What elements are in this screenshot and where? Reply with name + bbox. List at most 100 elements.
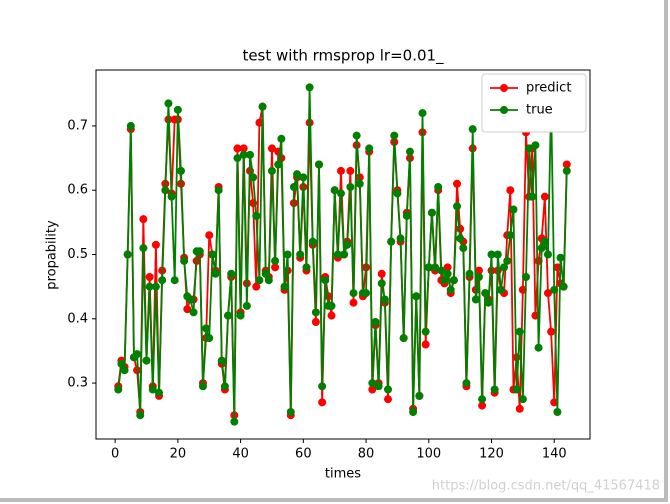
- point: [274, 160, 283, 169]
- point: [198, 382, 207, 391]
- point: [252, 211, 261, 220]
- x-axis-label: times: [325, 467, 361, 482]
- point: [434, 183, 443, 191]
- point: [540, 237, 549, 246]
- point: [459, 244, 468, 253]
- point: [371, 318, 380, 326]
- point: [142, 356, 151, 365]
- y-axis-label: propability: [45, 220, 60, 290]
- point: [481, 289, 490, 298]
- point: [239, 150, 248, 159]
- point: [311, 318, 320, 326]
- point: [465, 269, 474, 278]
- point: [261, 269, 270, 278]
- point: [346, 183, 355, 191]
- point: [531, 141, 540, 150]
- point: [352, 131, 361, 140]
- point: [515, 327, 524, 336]
- point: [170, 276, 179, 285]
- point: [474, 273, 483, 281]
- legend-marker: [500, 84, 508, 92]
- point: [453, 202, 462, 211]
- point: [515, 404, 524, 413]
- point: [556, 253, 565, 262]
- point: [158, 276, 167, 285]
- point: [478, 395, 487, 404]
- point: [145, 273, 154, 281]
- point: [164, 99, 173, 108]
- point: [384, 395, 393, 404]
- point: [424, 263, 433, 272]
- point: [418, 109, 427, 118]
- point: [449, 276, 458, 285]
- point: [462, 379, 471, 388]
- point: [537, 244, 546, 253]
- point: [380, 295, 389, 304]
- point: [186, 295, 195, 304]
- point: [443, 263, 452, 272]
- point: [493, 250, 502, 259]
- point: [525, 144, 534, 153]
- point: [453, 179, 462, 188]
- point: [362, 289, 371, 298]
- point: [155, 388, 164, 397]
- point: [377, 269, 386, 278]
- point: [205, 334, 214, 343]
- point: [233, 144, 242, 153]
- point: [468, 125, 477, 134]
- x-tick-label: 40: [232, 447, 249, 462]
- point: [443, 269, 452, 278]
- point: [239, 144, 248, 153]
- point: [559, 282, 568, 291]
- point: [258, 102, 267, 111]
- point: [478, 401, 487, 410]
- point: [321, 276, 330, 285]
- point: [415, 391, 424, 400]
- point: [126, 121, 135, 130]
- point: [421, 340, 430, 349]
- point: [484, 298, 493, 307]
- point: [390, 131, 399, 140]
- point: [550, 285, 559, 294]
- point: [151, 240, 160, 249]
- point: [543, 250, 552, 259]
- point: [161, 186, 170, 195]
- point: [421, 327, 430, 336]
- point: [183, 305, 192, 314]
- point: [547, 327, 556, 336]
- point: [528, 192, 537, 201]
- point: [349, 289, 358, 298]
- point: [308, 237, 317, 246]
- point: [211, 269, 220, 278]
- legend-label: predict: [526, 81, 571, 96]
- point: [496, 285, 505, 294]
- point: [246, 150, 255, 159]
- point: [267, 166, 276, 175]
- point: [267, 144, 276, 153]
- y-tick-label: 0.6: [67, 183, 88, 198]
- point: [330, 186, 339, 195]
- chart-title: test with rmsprop lr=0.01_: [242, 47, 444, 66]
- point: [562, 166, 571, 175]
- point: [136, 411, 145, 420]
- point: [249, 173, 258, 182]
- point: [399, 334, 408, 343]
- point: [120, 366, 129, 375]
- point: [553, 408, 562, 416]
- point: [346, 166, 355, 175]
- y-tick-label: 0.3: [67, 376, 88, 391]
- point: [227, 269, 236, 278]
- x-tick-label: 140: [542, 447, 567, 462]
- point: [456, 234, 465, 243]
- point: [280, 282, 289, 291]
- point: [305, 83, 314, 92]
- point: [242, 301, 251, 310]
- point: [365, 144, 374, 153]
- point: [139, 215, 148, 224]
- y-tick-label: 0.5: [67, 247, 88, 262]
- point: [446, 285, 455, 294]
- point: [374, 382, 383, 391]
- point: [500, 263, 509, 272]
- point: [409, 408, 418, 416]
- point: [289, 183, 298, 191]
